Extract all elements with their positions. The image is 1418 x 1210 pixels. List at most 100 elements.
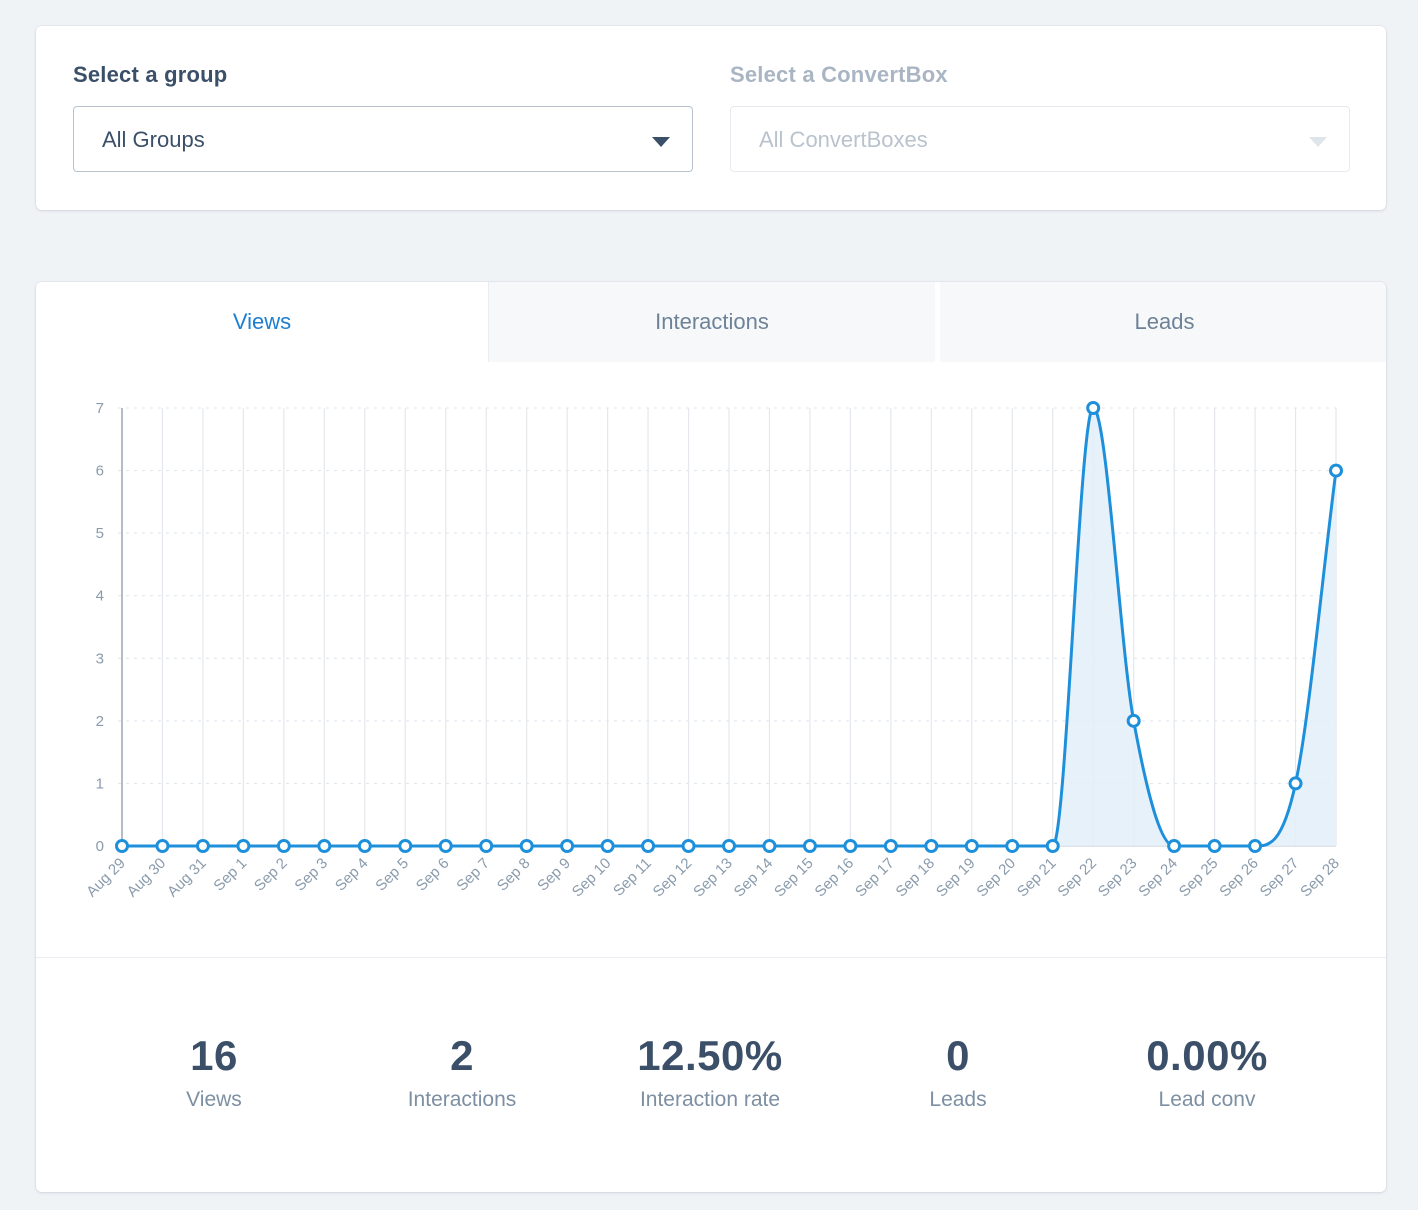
- data-point: [681, 839, 696, 853]
- data-point: [115, 839, 129, 853]
- data-point: [964, 839, 979, 853]
- stat-label: Interactions: [407, 1088, 517, 1111]
- x-tick-label: Sep 12: [650, 855, 696, 901]
- x-tick-label: Sep 6: [413, 855, 453, 895]
- x-tick-label: Aug 29: [83, 855, 129, 901]
- stat-views: 16 Views: [94, 1032, 334, 1112]
- group-select-label: Select a group: [73, 62, 228, 87]
- x-tick-label: Sep 7: [453, 855, 493, 895]
- x-tick-label: Sep 4: [332, 855, 372, 895]
- data-point: [317, 839, 332, 853]
- stat-label: Views: [186, 1088, 242, 1111]
- data-point: [398, 839, 413, 853]
- stat-label: Lead conv: [1158, 1088, 1256, 1111]
- y-tick-label: 2: [96, 713, 104, 730]
- x-tick-label: Sep 17: [852, 855, 898, 901]
- stat-leads: 0 Leads: [838, 1032, 1078, 1112]
- caret-down-icon: [652, 137, 670, 147]
- tab-views[interactable]: Views: [36, 282, 488, 362]
- x-tick-label: Sep 10: [569, 855, 615, 901]
- x-tick-label: Sep 8: [494, 855, 534, 895]
- chart-tabs: Views Interactions Leads: [36, 282, 1386, 362]
- x-tick-label: Sep 1: [210, 855, 250, 895]
- data-point: [1248, 839, 1263, 853]
- caret-down-icon: [1309, 137, 1327, 147]
- y-tick-label: 7: [96, 400, 104, 417]
- x-tick-label: Sep 23: [1095, 855, 1141, 901]
- group-select-value: All Groups: [102, 127, 205, 152]
- x-tick-label: Sep 21: [1014, 855, 1060, 901]
- data-point: [843, 839, 858, 853]
- divider: [36, 957, 1386, 958]
- data-point: [1045, 839, 1060, 853]
- x-tick-label: Sep 25: [1176, 855, 1222, 901]
- convertbox-select: All ConvertBoxes: [730, 106, 1350, 172]
- data-point: [560, 839, 575, 853]
- stat-value: 12.50%: [637, 1032, 783, 1079]
- tab-leads[interactable]: Leads: [937, 282, 1386, 362]
- x-tick-label: Sep 22: [1054, 855, 1100, 901]
- data-point: [722, 839, 736, 853]
- y-tick-label: 3: [96, 650, 104, 667]
- x-tick-label: Sep 5: [372, 855, 412, 895]
- data-point: [519, 839, 534, 853]
- convertbox-select-value: All ConvertBoxes: [759, 127, 928, 152]
- x-tick-label: Sep 19: [933, 855, 979, 901]
- y-tick-label: 0: [96, 838, 104, 855]
- x-tick-label: Aug 31: [164, 855, 210, 901]
- data-point: [924, 839, 939, 853]
- data-point: [641, 839, 656, 853]
- x-tick-label: Sep 13: [690, 855, 736, 901]
- stat-value: 0: [946, 1032, 970, 1079]
- x-tick-label: Sep 16: [812, 855, 858, 901]
- data-point: [1288, 776, 1303, 791]
- stat-value: 2: [450, 1032, 474, 1079]
- stat-lead-conv: 0.00% Lead conv: [1087, 1032, 1327, 1112]
- stat-interactions: 2 Interactions: [342, 1032, 582, 1112]
- stat-label: Interaction rate: [639, 1088, 781, 1111]
- x-tick-label: Sep 11: [610, 855, 655, 900]
- data-point: [1329, 463, 1343, 478]
- data-point: [357, 839, 372, 853]
- x-tick-label: Sep 20: [973, 855, 1019, 901]
- data-point: [195, 839, 210, 853]
- convertbox-select-label: Select a ConvertBox: [730, 62, 948, 87]
- stat-interaction-rate: 12.50% Interaction rate: [590, 1032, 830, 1112]
- x-tick-label: Sep 2: [251, 855, 291, 895]
- x-tick-label: Sep 24: [1135, 855, 1181, 901]
- x-tick-label: Sep 28: [1297, 855, 1343, 901]
- data-point: [236, 839, 251, 853]
- data-point: [883, 839, 898, 853]
- data-point: [276, 839, 291, 853]
- data-point: [479, 839, 494, 853]
- x-tick-label: Sep 18: [893, 855, 939, 901]
- x-tick-label: Sep 3: [291, 855, 331, 895]
- data-point: [1086, 401, 1101, 415]
- y-tick-label: 1: [96, 775, 104, 792]
- data-point: [600, 839, 615, 853]
- data-point: [1005, 839, 1020, 853]
- data-point: [1126, 713, 1141, 728]
- data-point: [1207, 839, 1222, 853]
- x-tick-label: Sep 15: [771, 855, 817, 901]
- x-tick-label: Sep 27: [1257, 855, 1303, 901]
- data-point: [1167, 839, 1182, 853]
- stat-value: 0.00%: [1146, 1032, 1268, 1079]
- data-point: [762, 839, 777, 853]
- group-select[interactable]: All Groups: [73, 106, 693, 172]
- y-tick-label: 5: [96, 525, 104, 542]
- data-point: [438, 839, 453, 853]
- data-point: [802, 839, 817, 853]
- stats-card: Views Interactions Leads 0 1 2 3 4 5 6 7 Aug 29 A…: [36, 282, 1386, 1192]
- tab-interactions[interactable]: Interactions: [488, 282, 935, 362]
- y-tick-label: 4: [96, 588, 104, 605]
- stat-value: 16: [190, 1032, 238, 1079]
- filter-card: Select a group All Groups Select a Conve…: [36, 26, 1386, 210]
- x-tick-label: Aug 30: [124, 855, 170, 901]
- x-tick-label: Sep 26: [1216, 855, 1262, 901]
- x-tick-label: Sep 14: [731, 855, 777, 901]
- data-point: [155, 839, 170, 853]
- stat-label: Leads: [929, 1088, 987, 1111]
- series-area: [122, 408, 1336, 846]
